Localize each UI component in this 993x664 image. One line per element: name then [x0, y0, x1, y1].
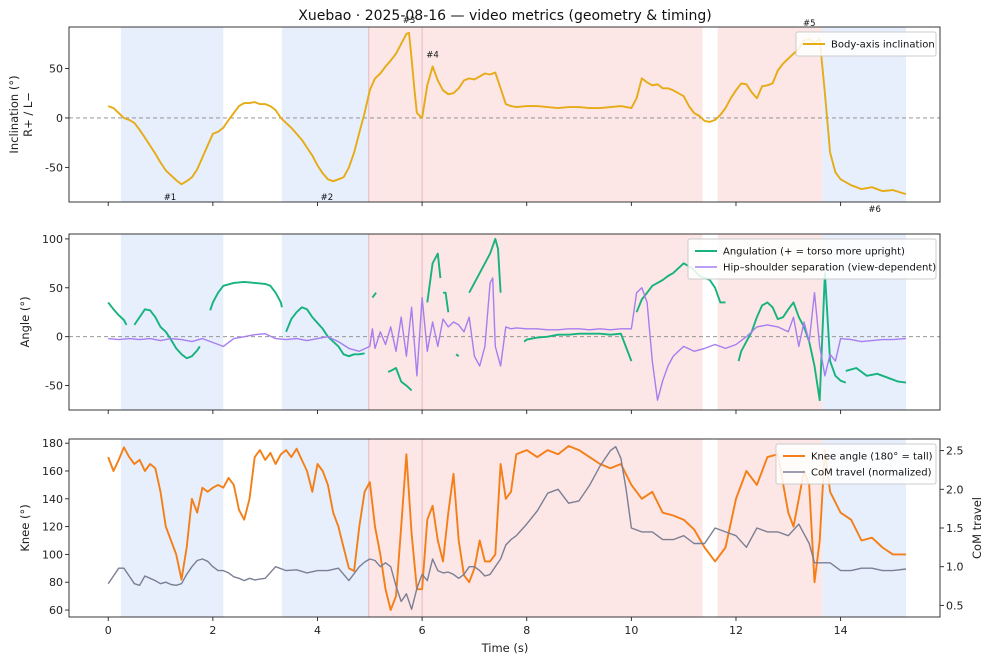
legend-box	[795, 31, 937, 57]
series-line-1	[107, 31, 907, 196]
y-tick-label: -50	[45, 380, 63, 393]
series-line-1-segment	[443, 291, 450, 313]
x-axis-label: Time (s)	[481, 641, 529, 655]
shade-blue-region	[281, 234, 369, 410]
series-line-1-segment	[209, 280, 283, 311]
legend-label: Angulation (+ = torso more upright)	[723, 247, 905, 258]
legend-box	[775, 443, 937, 485]
event-annotation: #4	[426, 51, 439, 61]
y-axis-label: Angle (°)	[18, 296, 32, 347]
legend: Knee angle (180° = tall) CoM travel (norm…	[775, 443, 937, 485]
series-line-1-segment	[107, 301, 128, 326]
series-line-1-segment	[133, 308, 201, 360]
legend: Body-axis inclination	[795, 31, 937, 57]
panel-angle: -50 0 50 100 Angle (°) Angulation (+ = torso …	[18, 233, 941, 414]
y-right-axis-label: CoM travel	[970, 497, 984, 559]
shade-blue-region	[281, 27, 369, 202]
series-line-1-segment	[845, 367, 907, 384]
event-annotation: #1	[164, 193, 177, 203]
chart-title: Xuebao · 2025-08-16 — video metrics (geo…	[298, 8, 712, 24]
series-line-2	[107, 446, 907, 610]
legend-label: Body-axis inclination	[831, 40, 935, 51]
legend: Angulation (+ = torso more upright) Hip–s…	[687, 238, 937, 280]
x-tick-label: 14	[834, 624, 848, 637]
y-tick-label: 120	[42, 521, 63, 534]
y-tick-label: 100	[42, 548, 63, 561]
legend-label: Hip–shoulder separation (view-dependent)	[723, 263, 936, 274]
event-annotation: #6	[868, 205, 881, 215]
series-line-1-segment	[371, 292, 377, 299]
y-tick-label: 0	[56, 331, 63, 344]
event-annotation: #2	[321, 193, 334, 203]
y-tick-label: 100	[42, 233, 63, 246]
y-right-tick-label: 0.5	[946, 599, 964, 612]
shade-blue-region	[281, 439, 369, 617]
y-right-tick-label: 1.0	[946, 561, 964, 574]
legend-label: Knee angle (180° = tall)	[811, 452, 933, 463]
series-line-1-segment	[455, 353, 460, 357]
y-tick-label: 140	[42, 493, 63, 506]
x-tick-label: 12	[729, 624, 743, 637]
series-line-1-segment	[387, 367, 413, 392]
y-tick-label: 60	[49, 604, 63, 617]
y-tick-label: 50	[49, 282, 63, 295]
plot-frame	[68, 233, 941, 411]
series-line-2	[108, 277, 907, 401]
y-tick-label: 80	[49, 576, 63, 589]
y-right-tick-label: 2.5	[946, 445, 964, 458]
y-axis-label: Knee (°)	[18, 504, 32, 551]
y-tick-label: 0	[56, 112, 63, 125]
x-tick-label: 6	[419, 624, 426, 637]
x-tick-label: 8	[523, 624, 530, 637]
plot-frame	[68, 26, 941, 203]
x-tick-label: 10	[624, 624, 638, 637]
y-axis-label: Inclination (°)	[7, 75, 21, 153]
panel-inclination: -50 0 50 Inclination (°) R+ / L− #1 #2 #3 #4 #5 #6…	[7, 16, 941, 215]
shade-red-region	[368, 439, 703, 617]
shade-red-region	[368, 27, 703, 202]
shade-red-region	[368, 234, 703, 410]
series-line-1-segment	[737, 272, 847, 402]
series-line-1-segment	[285, 306, 365, 358]
plot-area	[69, 27, 940, 202]
shade-blue-region	[120, 439, 224, 617]
y-tick-label: 50	[49, 63, 63, 76]
plot-area	[107, 439, 907, 617]
y-tick-label: -50	[45, 161, 63, 174]
series-line-1-segment	[635, 262, 726, 313]
series-line-1-segment	[426, 252, 442, 303]
x-tick-label: 0	[105, 624, 112, 637]
series-line-1	[107, 445, 906, 611]
x-tick-label: 4	[314, 624, 321, 637]
y-right-tick-label: 1.5	[946, 522, 964, 535]
y-right-tick-label: 2.0	[946, 483, 964, 496]
series-line-1-segment	[523, 332, 633, 362]
series-line-1-segment	[468, 237, 502, 294]
y-axis-label: R+ / L−	[21, 92, 35, 137]
event-annotation: #5	[803, 19, 816, 29]
event-annotation: #3	[403, 16, 416, 26]
legend-box	[687, 238, 937, 280]
x-tick-label: 2	[209, 624, 216, 637]
y-tick-label: 160	[42, 465, 63, 478]
shade-blue-region	[120, 234, 224, 410]
shade-blue-region	[120, 27, 224, 202]
legend-label: CoM travel (normalized)	[811, 468, 932, 479]
y-tick-label: 180	[42, 437, 63, 450]
